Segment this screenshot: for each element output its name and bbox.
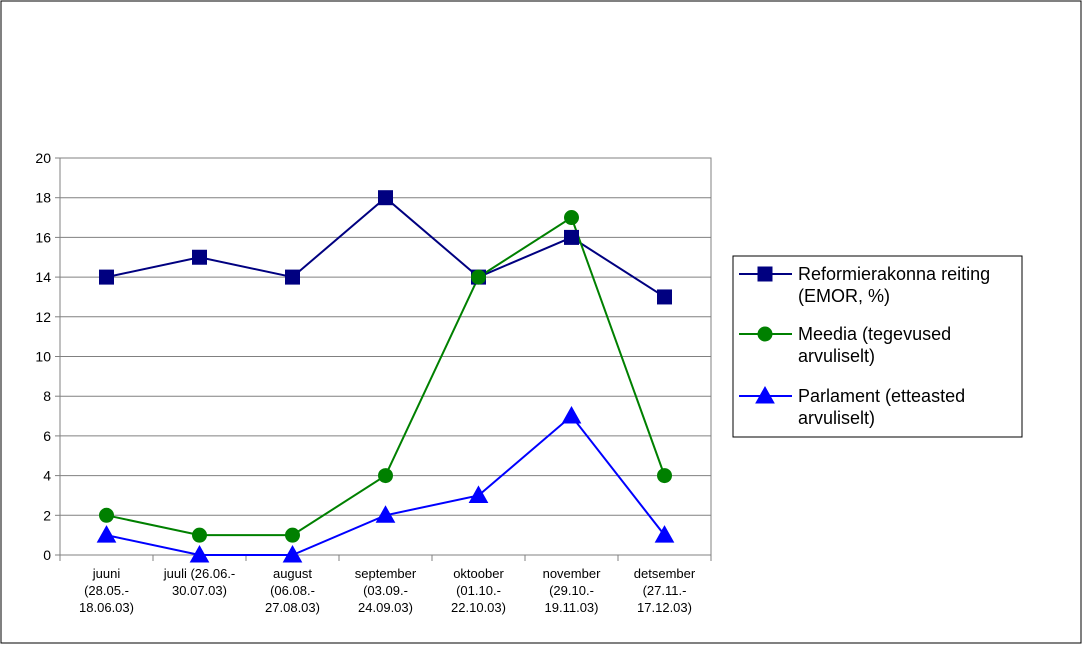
legend-label: Reformierakonna reiting (EMOR, %)	[798, 264, 990, 306]
x-tick-label-line: 17.12.03)	[637, 600, 692, 615]
x-tick-label-line: juuli (26.06.-	[163, 566, 236, 581]
x-tick-label: september (03.09.- 24.09.03)	[355, 566, 417, 615]
legend-label-line: (EMOR, %)	[798, 286, 890, 306]
x-tick-label-line: 24.09.03)	[358, 600, 413, 615]
legend-marker	[755, 385, 775, 404]
legend-label-line: arvuliselt)	[798, 408, 875, 428]
data-point	[282, 544, 303, 563]
x-tick-label-line: 18.06.03)	[79, 600, 134, 615]
legend-label: Meedia (tegevused arvuliselt)	[798, 324, 951, 366]
data-point	[657, 289, 672, 305]
data-point	[471, 269, 486, 285]
legend-label-line: Reformierakonna reiting	[798, 264, 990, 284]
data-point	[99, 507, 114, 523]
x-tick-label-line: oktoober	[453, 566, 504, 581]
y-tick-label: 6	[43, 428, 51, 444]
x-tick-label: juuni (28.05.- 18.06.03)	[79, 566, 134, 615]
data-point	[285, 527, 300, 543]
y-tick-label: 18	[35, 190, 51, 206]
x-tick-label: juuli (26.06.- 30.07.03)	[163, 566, 236, 598]
y-tick-label: 14	[35, 269, 51, 285]
x-tick-label-line: (01.10.-	[456, 583, 501, 598]
data-point	[192, 527, 207, 543]
data-point	[654, 525, 675, 543]
data-point	[99, 269, 114, 285]
data-point	[378, 190, 393, 206]
data-point	[375, 505, 396, 523]
legend-marker	[757, 266, 773, 282]
x-tick-label-line: (06.08.-	[270, 583, 315, 598]
x-tick-label-line: (29.10.-	[549, 583, 594, 598]
x-tick-label-line: 27.08.03)	[265, 600, 320, 615]
x-tick-label-line: 30.07.03)	[172, 583, 227, 598]
plot-border	[59, 157, 712, 556]
x-tick-label: detsember (27.11.- 17.12.03)	[634, 566, 696, 615]
data-point	[657, 468, 672, 484]
data-point	[285, 269, 300, 285]
x-tick-label-line: juuni	[92, 566, 121, 581]
legend-label-line: Parlament (etteasted	[798, 386, 965, 406]
x-tick-label-line: (27.11.-	[643, 583, 687, 598]
x-tick-label-line: (03.09.-	[363, 583, 408, 598]
legend-label: Parlament (etteasted arvuliselt)	[798, 386, 965, 428]
x-tick-label: november (29.10.- 19.11.03)	[543, 566, 601, 615]
y-tick-label: 0	[43, 547, 51, 563]
data-point	[189, 544, 210, 563]
x-tick-label: oktoober (01.10.- 22.10.03)	[451, 566, 506, 615]
data-point	[378, 468, 393, 484]
x-tick-label-line: november	[543, 566, 601, 581]
x-tick-label: august (06.08.- 27.08.03)	[265, 566, 320, 615]
legend-label-line: Meedia (tegevused	[798, 324, 951, 344]
legend-marker	[757, 326, 773, 342]
y-tick-label: 20	[35, 150, 51, 166]
data-point	[468, 485, 489, 503]
y-tick-label: 8	[43, 388, 51, 404]
legend: Reformierakonna reiting (EMOR, %) Meedia (…	[732, 255, 1023, 438]
legend-box	[732, 255, 1023, 438]
x-tick-label-line: (28.05.-	[84, 583, 129, 598]
data-point	[564, 210, 579, 226]
y-tick-label: 2	[43, 507, 51, 523]
x-tick-label-line: august	[273, 566, 312, 581]
y-tick-label: 12	[35, 309, 51, 325]
x-tick-label-line: 19.11.03)	[545, 600, 599, 615]
y-tick-label: 10	[35, 349, 51, 365]
x-tick-label-line: 22.10.03)	[451, 600, 506, 615]
legend-label-line: arvuliselt)	[798, 346, 875, 366]
y-tick-label: 4	[43, 468, 51, 484]
data-point	[564, 229, 579, 245]
data-point	[192, 249, 207, 265]
data-point	[561, 406, 582, 424]
data-point	[96, 525, 117, 543]
y-tick-label: 16	[35, 229, 51, 245]
x-tick-label-line: detsember	[634, 566, 696, 581]
x-tick-label-line: september	[355, 566, 417, 581]
